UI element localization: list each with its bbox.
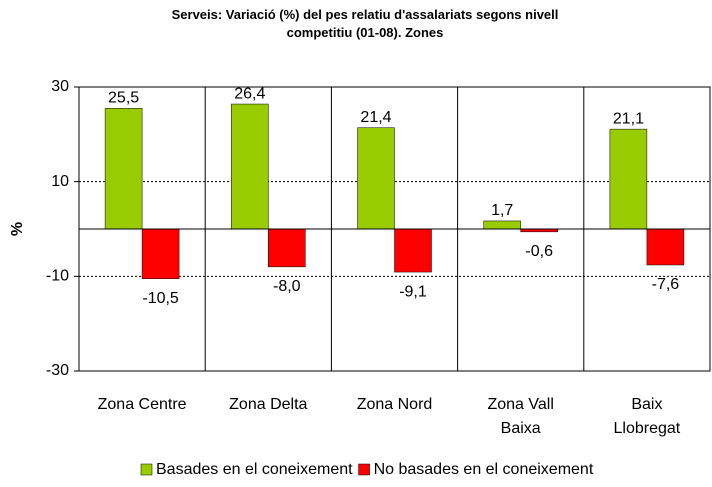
bar (483, 220, 521, 230)
value-label: 26,4 (234, 85, 265, 102)
bar (231, 103, 269, 230)
chart-title: Serveis: Variació (%) del pes relatiu d'… (172, 7, 559, 40)
value-label: -9,1 (399, 283, 427, 300)
value-label: -10,5 (142, 290, 179, 307)
bar (646, 228, 685, 266)
x-tick-label: Baix Llobregat (614, 396, 681, 437)
legend-label: No basades en el coneixement (374, 461, 594, 478)
legend-label: Basades en el coneixement (156, 461, 353, 478)
x-tick-label: Zona Delta (229, 396, 307, 413)
bar (357, 127, 395, 230)
y-axis-label: % (9, 222, 26, 236)
legend-swatch (358, 463, 370, 476)
bar (609, 128, 648, 230)
y-tick-label: -30 (46, 362, 69, 379)
x-tick-label: Zona Nord (357, 396, 433, 413)
value-label: 21,4 (360, 109, 391, 126)
value-label: -7,6 (652, 276, 680, 293)
value-label: 21,1 (613, 110, 644, 127)
bar (394, 228, 432, 273)
y-tick-label: 30 (51, 78, 69, 95)
value-label: -0,6 (525, 243, 553, 260)
legend-swatch (140, 463, 153, 476)
x-tick-label: Zona Centre (98, 396, 187, 413)
bar (104, 108, 143, 230)
x-tick-label: Zona Vall Baixa (487, 396, 553, 437)
bar (268, 228, 306, 268)
value-label: -8,0 (273, 278, 301, 295)
y-tick-label: -10 (46, 268, 69, 285)
value-label: 1,7 (491, 202, 513, 219)
value-label: 25,5 (108, 90, 139, 107)
y-tick-label: 10 (51, 173, 69, 190)
bar (141, 228, 180, 279)
